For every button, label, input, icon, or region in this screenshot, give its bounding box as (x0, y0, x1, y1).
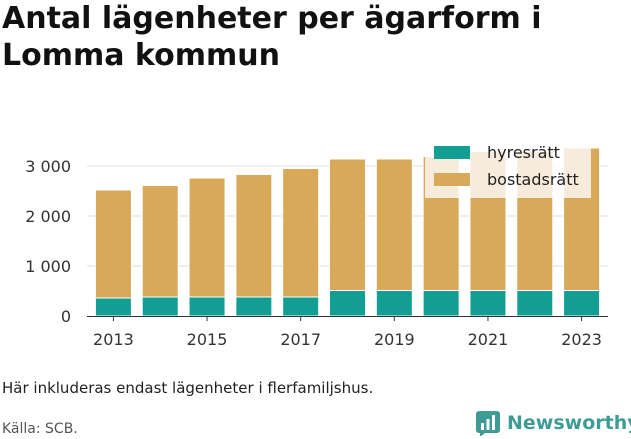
bar-hyresratt (563, 290, 601, 317)
bar-bostadsratt (94, 189, 132, 299)
bar-hyresratt (94, 297, 132, 317)
legend-label-hyresratt: hyresrätt (487, 143, 560, 162)
bar-hyresratt (329, 290, 366, 317)
bar-hyresratt (422, 290, 460, 317)
newsworthy-logo: Newsworthy (475, 408, 631, 438)
x-tick-label: 2015 (187, 330, 228, 349)
bar-hyresratt (516, 290, 554, 317)
bar-hyresratt (469, 290, 507, 317)
y-tick-label: 3 000 (25, 157, 71, 176)
y-tick-label: 2 000 (25, 207, 71, 226)
x-tick-label: 2021 (468, 330, 509, 349)
bar-bostadsratt (329, 158, 366, 291)
newsworthy-logo-text: Newsworthy (507, 412, 631, 434)
bar-bostadsratt (141, 185, 179, 298)
bar-hyresratt (375, 290, 413, 317)
bar-bostadsratt (282, 168, 320, 298)
x-tick-label: 2023 (561, 330, 602, 349)
source-note: Källa: SCB. (2, 421, 78, 437)
bar-bostadsratt (375, 158, 413, 291)
legend-swatch-bostadsratt (434, 173, 470, 186)
legend: hyresrätt bostadsrätt (425, 140, 591, 198)
chart-note: Här inkluderas endast lägenheter i flerf… (2, 379, 374, 397)
axes: 0 1 000 2 000 3 000 2013 2015 2017 2019 2021 2023 (25, 157, 608, 349)
chart-title: Antal lägenheter per ägarform i Lomma ko… (2, 1, 542, 73)
legend-label-bostadsratt: bostadsrätt (487, 170, 579, 189)
x-tick-label: 2019 (374, 330, 415, 349)
bars (94, 147, 601, 317)
bar-hyresratt (282, 296, 320, 317)
x-tick-label: 2013 (93, 330, 134, 349)
bar-hyresratt (141, 296, 179, 317)
bar-bostadsratt (235, 174, 273, 298)
x-tick-label: 2017 (280, 330, 321, 349)
y-tick-label: 1 000 (25, 257, 71, 276)
bar-bostadsratt (188, 177, 226, 298)
bar-hyresratt (188, 296, 226, 317)
bar-hyresratt (235, 296, 273, 317)
newsworthy-logo-icon (476, 411, 500, 436)
stacked-bar-chart: 0 1 000 2 000 3 000 2013 2015 2017 2019 2021 2023… (25, 140, 608, 349)
legend-swatch-hyresratt (434, 146, 470, 159)
y-tick-label: 0 (61, 307, 71, 326)
